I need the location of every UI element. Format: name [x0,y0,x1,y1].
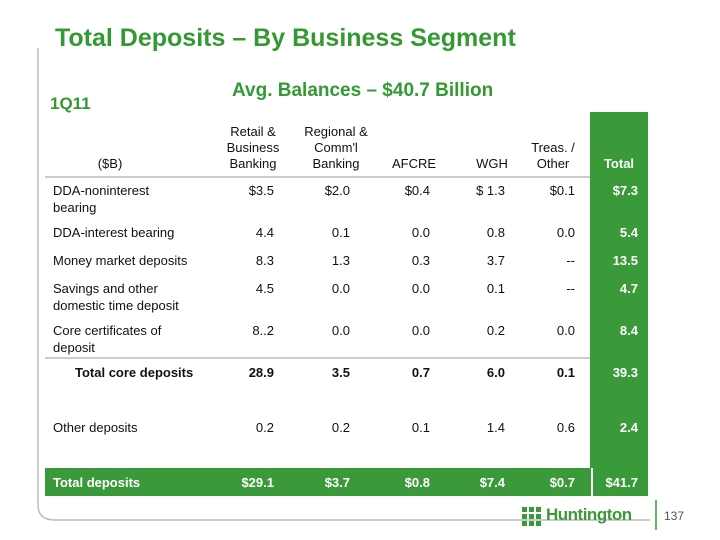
row-label: DDA-interest bearing [53,225,175,240]
subtitle: Avg. Balances – $40.7 Billion [232,80,494,101]
cell-value: $0.7 [549,475,575,490]
cell-value: 0.2 [331,420,350,435]
cell-value: 8.4 [619,323,638,338]
cell-value: 0.6 [556,420,575,435]
cell-value: $2.0 [324,183,350,198]
cell-value: 0.0 [556,323,575,338]
cell-value: 28.9 [248,365,274,380]
cell-value: 0.3 [411,253,430,268]
row-label: Total deposits [53,475,141,490]
cell-value: $0.4 [404,183,430,198]
logo: Huntington [546,505,632,524]
cell-value: 0.1 [411,420,430,435]
cell-value: 4.7 [619,281,638,296]
cell-value: $7.4 [479,475,505,490]
page-number: 137 [664,509,685,523]
cell-value: 0.1 [331,225,350,240]
period: 1Q11 [50,94,91,113]
cell-value: 13.5 [612,253,638,268]
cell-value: 0.0 [411,323,430,338]
cell-value: 0.0 [556,225,575,240]
cell-value: $7.3 [612,183,638,198]
cell-value: $29.1 [241,475,274,490]
cell-value: 3.5 [331,365,350,380]
cell-value: 0.0 [411,225,430,240]
cell-value: 0.0 [331,281,350,296]
cell-value: 0.0 [411,281,430,296]
cell-value: 6.0 [486,365,505,380]
cell-value: $41.7 [605,475,638,490]
cell-value: 0.8 [486,225,505,240]
cell-value: 1.3 [331,253,350,268]
cell-value: 2.4 [619,420,638,435]
row-label: Core certificates of deposit [53,323,162,355]
cell-value: 0.0 [331,323,350,338]
cell-value: 1.4 [486,420,505,435]
cell-value: -- [566,253,575,268]
cell-value: $ 1.3 [476,183,505,198]
column-header: ($B) [97,156,123,171]
column-header: Treas. / Other [531,140,575,171]
row-label: Other deposits [53,420,138,435]
column-header: Regional & Comm'l Banking [304,124,368,171]
cell-value: 4.5 [255,281,274,296]
cell-value: 8.3 [255,253,274,268]
cell-value: -- [566,281,575,296]
cell-value: 0.1 [556,365,575,380]
row-label: Total core deposits [75,365,194,380]
cell-value: $3.5 [248,183,274,198]
cell-value: $0.1 [549,183,575,198]
title: Total Deposits – By Business Segment [55,24,516,52]
column-header: Retail & Business Banking [226,124,280,171]
row-label: DDA-noninterest bearing [53,183,150,215]
cell-value: 0.1 [486,281,505,296]
column-header: WGH [476,156,508,171]
cell-value: 0.2 [255,420,274,435]
cell-value: 3.7 [486,253,505,268]
cell-value: 0.7 [411,365,430,380]
row-label: Money market deposits [53,253,188,268]
column-header: Total [603,156,635,171]
cell-value: $0.8 [404,475,430,490]
cell-value: 39.3 [612,365,638,380]
row-label: Savings and other domestic time deposit [53,281,179,313]
cell-value: 5.4 [619,225,638,240]
column-header: AFCRE [391,156,437,171]
cell-value: 8..2 [252,323,274,338]
cell-value: 4.4 [255,225,274,240]
cell-value: 0.2 [486,323,505,338]
cell-value: $3.7 [324,475,350,490]
